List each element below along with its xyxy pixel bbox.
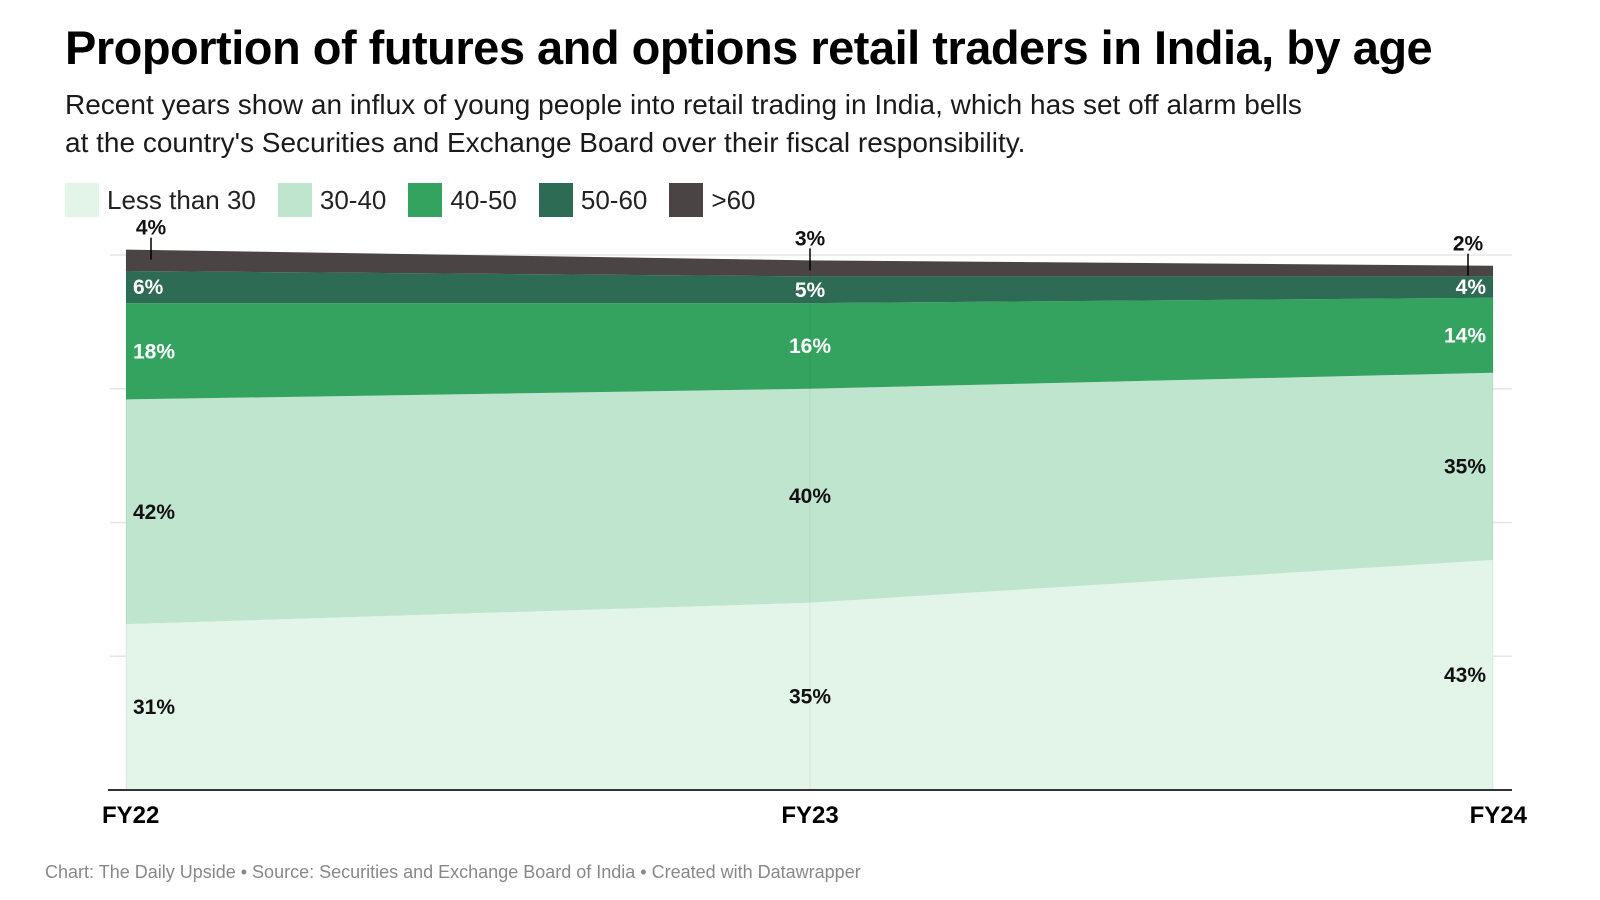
legend-swatch (538, 183, 573, 217)
area-30-40 (126, 372, 1493, 625)
data-label: 42% (133, 501, 175, 524)
x-tick-label: FY24 (1470, 802, 1528, 829)
area-40-50 (126, 297, 1493, 400)
legend-label: >60 (711, 184, 756, 215)
legend-item-40-50: 40-50 (408, 183, 517, 217)
data-label: 4% (1456, 276, 1487, 299)
legend-label: 50-60 (580, 184, 648, 215)
data-label: 14% (1444, 324, 1486, 347)
chart-title: Proportion of futures and options retail… (65, 21, 1433, 74)
legend-swatch (669, 183, 704, 217)
data-label: 35% (789, 685, 831, 708)
data-label: 40% (789, 485, 831, 508)
legend-label: 40-50 (450, 184, 517, 215)
legend-item-30-40: 30-40 (277, 183, 387, 217)
data-label: 16% (789, 335, 831, 358)
chart-footer: Chart: The Daily Upside • Source: Securi… (45, 862, 861, 882)
data-label: 4% (136, 217, 167, 240)
data-label: 6% (133, 276, 164, 299)
area-less-than-30 (126, 559, 1493, 790)
data-label: 3% (795, 227, 826, 250)
legend-label: 30-40 (319, 184, 387, 215)
legend-swatch (408, 183, 443, 217)
chart-subtitle: Recent years show an influx of young peo… (65, 86, 1565, 162)
legend-item-less-than-30: Less than 30 (65, 183, 256, 217)
x-tick-label: FY22 (102, 802, 159, 829)
subtitle-line-1: Recent years show an influx of young peo… (65, 89, 1302, 120)
x-tick-label: FY23 (781, 802, 838, 829)
legend-label: Less than 30 (107, 184, 256, 215)
data-label: 18% (133, 340, 175, 363)
data-label: 35% (1444, 455, 1486, 478)
data-label: 31% (133, 696, 175, 719)
legend-swatch (277, 183, 312, 217)
data-label: 5% (795, 279, 826, 302)
subtitle-line-2: at the country's Securities and Exchange… (65, 127, 1026, 158)
data-label: 2% (1453, 233, 1484, 256)
legend-swatch (65, 183, 99, 217)
legend: Less than 30 30-40 40-50 50-60 >60 (65, 182, 778, 218)
data-label: 43% (1444, 664, 1486, 687)
area-50-60 (126, 271, 1493, 304)
legend-item-over-60: >60 (669, 183, 756, 217)
legend-item-50-60: 50-60 (538, 183, 648, 217)
